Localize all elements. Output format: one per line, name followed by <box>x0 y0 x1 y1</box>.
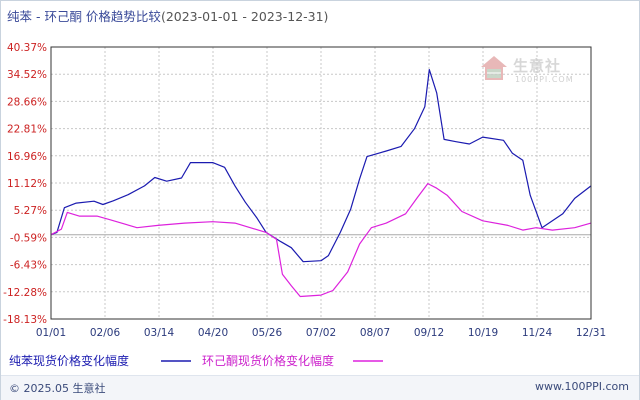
y-axis-ticks: 40.37% 34.52% 28.66% 22.81% 16.96% 11.12% 5.27… <box>3 42 47 326</box>
gridlines <box>51 47 591 319</box>
chart-title: 纯苯 - 环己酮 价格趋势比较(2023-01-01 - 2023-12-31) <box>7 6 328 25</box>
x-tick-label: 03/14 <box>144 327 175 339</box>
chart-title-text: 纯苯 - 环己酮 价格趋势比较 <box>7 9 161 24</box>
x-tick-label: 07/02 <box>306 327 336 339</box>
legend-series-1: 纯苯现货价格变化幅度 <box>9 352 129 369</box>
legend-series-1-label: 纯苯现货价格变化幅度 <box>9 354 130 368</box>
y-tick-label: 22.81% <box>7 124 47 136</box>
y-tick-label: -0.59% <box>10 232 47 244</box>
x-tick-label: 05/26 <box>252 327 283 339</box>
watermark-site: 100PPI.COM <box>515 75 574 84</box>
plot-area-border <box>50 46 592 320</box>
y-tick-label: -18.13% <box>3 314 47 326</box>
line-chart: 40.37% 34.52% 28.66% 22.81% 16.96% 11.12% 5.27… <box>3 42 606 339</box>
x-tick-label: 11/24 <box>522 327 553 339</box>
y-tick-label: 16.96% <box>7 151 47 163</box>
x-axis-ticks: 01/01 02/06 03/14 04/20 05/26 07/02 08/07 09/12… <box>36 327 606 339</box>
series-line-2 <box>50 183 592 298</box>
x-tick-label: 12/31 <box>576 327 606 339</box>
footer-url[interactable]: www.100PPI.com <box>535 380 629 393</box>
y-tick-label: 40.37% <box>7 42 47 54</box>
y-tick-label: 28.66% <box>7 96 47 108</box>
x-tick-label: 02/06 <box>90 327 121 339</box>
x-tick-label: 09/12 <box>414 327 444 339</box>
legend-series-2-label: 环己酮现货价格变化幅度 <box>202 354 335 368</box>
y-tick-label: -6.43% <box>10 260 47 272</box>
footer-copyright: © 2025.05 生意社 <box>9 382 106 395</box>
series-lines <box>50 69 592 298</box>
footer-bar: © 2025.05 生意社 www.100PPI.com <box>1 375 639 400</box>
y-tick-label: 34.52% <box>7 69 47 81</box>
x-tick-label: 10/19 <box>468 327 498 339</box>
chart-date-range: (2023-01-01 - 2023-12-31) <box>160 9 329 24</box>
x-tick-label: 04/20 <box>198 327 228 339</box>
legend-series-2: 环己酮现货价格变化幅度 <box>202 352 334 369</box>
legend-series-1-swatch <box>161 360 191 362</box>
x-tick-label: 08/07 <box>360 327 390 339</box>
y-tick-label: 11.12% <box>7 178 47 190</box>
y-tick-label: 5.27% <box>14 205 47 217</box>
legend-series-2-swatch <box>353 360 383 362</box>
series-line-1 <box>50 69 592 263</box>
x-tick-label: 01/01 <box>36 327 66 339</box>
watermark-brand: 生意社 <box>513 57 562 75</box>
y-tick-label: -12.28% <box>3 287 47 299</box>
